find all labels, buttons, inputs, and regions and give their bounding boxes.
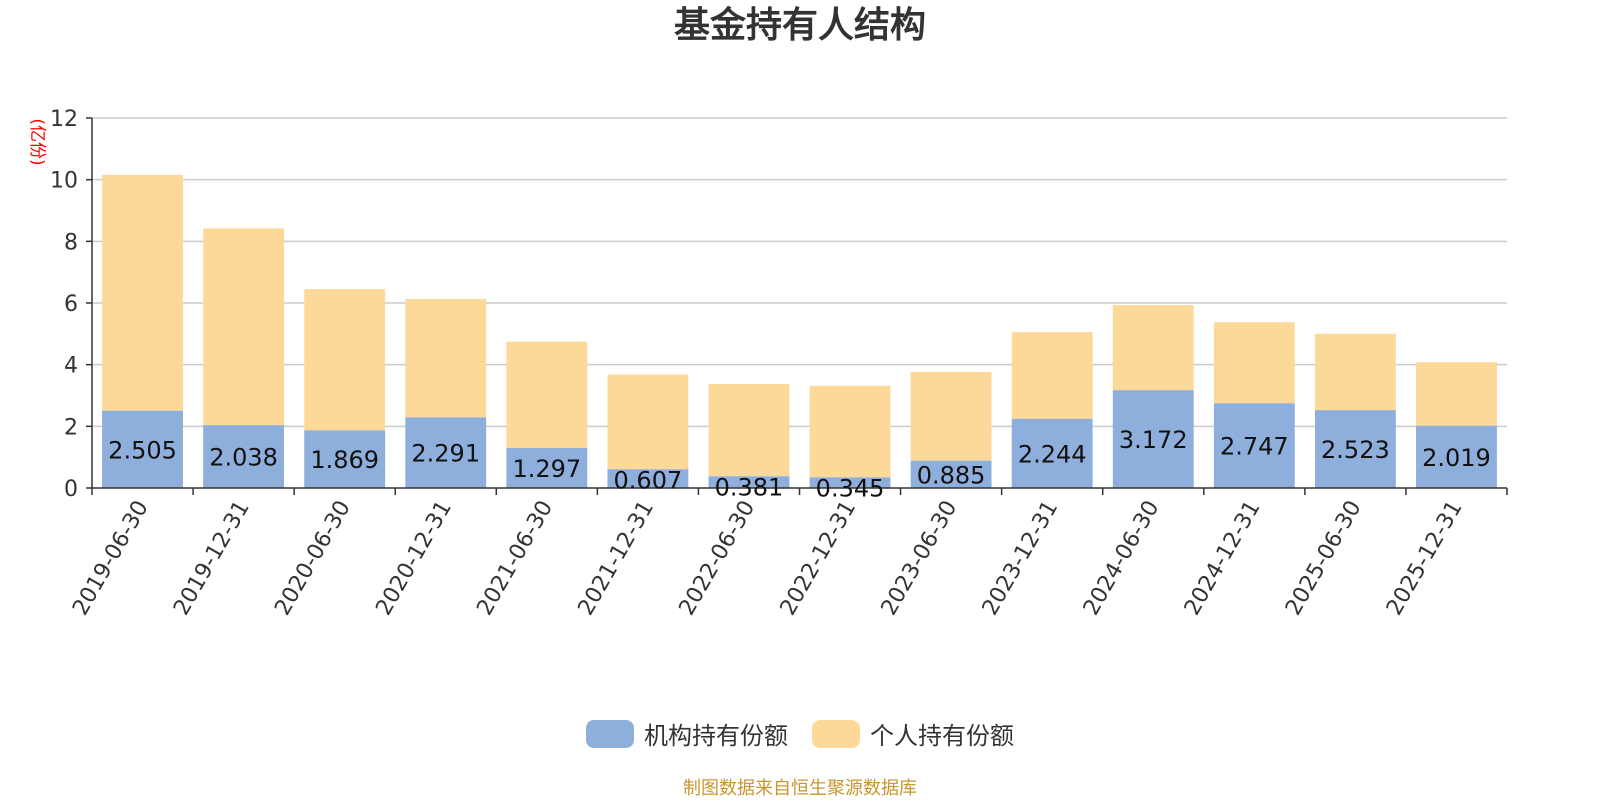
x-tick-label: 2023-12-31 [978,497,1064,620]
data-label-institutional: 2.523 [1321,436,1390,464]
data-label-institutional: 2.244 [1018,440,1087,468]
x-tick-label: 2024-12-31 [1180,497,1266,620]
y-tick-label: 2 [64,415,78,440]
legend-swatch-institutional [586,719,634,748]
data-label-institutional: 3.172 [1119,426,1188,454]
bar-individual-2019-12-31[interactable] [203,228,285,426]
source-note: 制图数据来自恒生聚源数据库 [683,778,917,799]
data-label-institutional: 2.505 [108,436,177,464]
x-tick-label: 2022-06-30 [675,497,761,620]
y-tick-label: 4 [64,354,78,379]
x-tick-label: 2022-12-31 [776,497,862,620]
bar-institutional-2024-12-31[interactable] [1213,403,1295,488]
x-tick-label: 2025-06-30 [1281,497,1367,620]
legend-label-individual: 个人持有份额 [870,722,1014,750]
x-tick-label: 2021-12-31 [574,497,660,620]
bar-institutional-2019-12-31[interactable] [203,425,285,488]
legend-item-individual[interactable]: 个人持有份额 [812,716,1014,751]
y-tick-label: 8 [64,230,78,255]
bar-individual-2025-06-30[interactable] [1314,333,1396,411]
x-tick-label: 2025-12-31 [1382,497,1468,620]
bar-individual-2019-06-30[interactable] [102,174,183,411]
legend-item-institutional[interactable]: 机构持有份额 [586,716,788,751]
bar-institutional-2020-06-30[interactable] [304,430,386,488]
x-tick-label: 2019-06-30 [68,497,154,620]
bar-individual-2023-12-31[interactable] [1011,332,1093,419]
bar-institutional-2023-06-30[interactable] [910,460,992,488]
bar-institutional-2020-12-31[interactable] [405,417,487,488]
bar-institutional-2022-12-31[interactable] [809,477,891,488]
bar-institutional-2023-12-31[interactable] [1011,418,1093,488]
bar-individual-2020-12-31[interactable] [405,298,487,418]
legend-label-institutional: 机构持有份额 [644,722,788,750]
bar-institutional-2021-12-31[interactable] [607,469,689,488]
bar-institutional-2024-06-30[interactable] [1112,390,1194,488]
bar-institutional-2025-12-31[interactable] [1416,425,1497,488]
y-tick-label: 10 [50,169,78,194]
data-label-institutional: 0.381 [715,473,784,501]
data-label-institutional: 0.607 [614,466,683,494]
x-tick-label: 2020-06-30 [270,497,356,620]
data-label-institutional: 1.869 [310,446,379,474]
data-label-institutional: 2.019 [1422,444,1491,472]
bar-individual-2022-12-31[interactable] [809,385,891,478]
x-tick-label: 2020-12-31 [371,497,457,620]
bar-individual-2024-06-30[interactable] [1112,305,1194,391]
bar-individual-2023-06-30[interactable] [910,371,992,461]
bar-individual-2021-12-31[interactable] [607,374,689,470]
data-label-institutional: 0.345 [816,474,885,502]
bar-individual-2020-06-30[interactable] [304,289,386,431]
bar-institutional-2019-06-30[interactable] [102,410,183,488]
data-label-institutional: 2.038 [209,444,278,472]
y-tick-label: 0 [64,477,78,502]
data-label-institutional: 0.885 [917,461,986,489]
x-tick-label: 2021-06-30 [472,497,558,620]
data-label-institutional: 1.297 [512,455,581,483]
y-axis-unit-label: (亿份) [27,118,47,165]
x-tick-label: 2019-12-31 [169,497,255,620]
x-tick-label: 2024-06-30 [1079,497,1165,620]
legend-swatch-individual [812,719,860,748]
bar-individual-2025-12-31[interactable] [1416,362,1497,426]
bar-individual-2024-12-31[interactable] [1213,322,1295,404]
data-label-institutional: 2.747 [1220,433,1289,461]
bar-institutional-2025-06-30[interactable] [1314,410,1396,488]
bar-individual-2022-06-30[interactable] [708,384,790,477]
y-tick-label: 6 [64,292,78,317]
bar-institutional-2022-06-30[interactable] [708,476,790,488]
x-tick-label: 2023-06-30 [877,497,963,620]
chart-title: 基金持有人结构 [673,5,926,46]
legend: 机构持有份额 个人持有份额 [0,716,1600,751]
bar-individual-2021-06-30[interactable] [506,341,588,449]
data-labels: 2.505 2.038 1.869 2.291 1.297 0.607 0.381 0.345… [108,426,1491,502]
data-label-institutional: 2.291 [411,440,480,468]
y-tick-label: 12 [50,107,78,132]
bars [102,174,1497,488]
bar-institutional-2021-06-30[interactable] [506,448,588,488]
